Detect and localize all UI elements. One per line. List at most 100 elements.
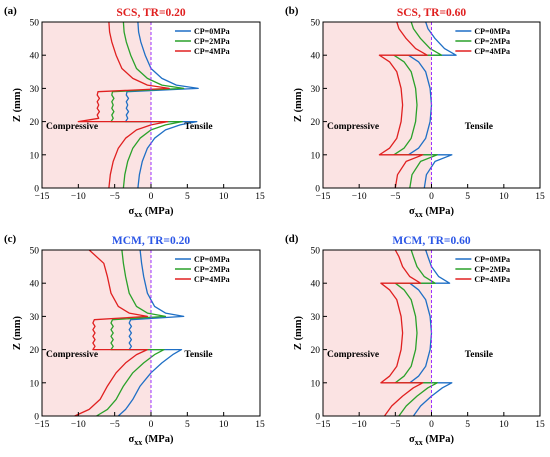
y-tick-label: 50 (311, 247, 321, 257)
legend-label: CP=4MPa (194, 275, 230, 284)
x-tick-label: 0 (429, 420, 434, 430)
x-tick-label: −5 (110, 420, 120, 430)
y-axis-label: Z (mm) (293, 315, 304, 350)
y-axis-label: Z (mm) (12, 87, 23, 122)
x-axis-label: σxx (MPa) (409, 206, 454, 219)
x-tick-label: −15 (35, 420, 50, 430)
x-tick-label: 15 (255, 192, 265, 202)
x-tick-label: 10 (499, 420, 509, 430)
series-line (96, 249, 167, 417)
compressive-region (42, 250, 151, 416)
legend-label: CP=4MPa (194, 47, 230, 56)
compressive-region (323, 250, 432, 416)
region-label-compressive: Compressive (327, 350, 379, 360)
x-tick-label: −10 (352, 192, 367, 202)
panel-label: (c) (4, 233, 17, 245)
x-tick-label: −10 (71, 192, 86, 202)
region-label-compressive: Compressive (327, 122, 379, 132)
y-tick-label: 0 (315, 413, 320, 423)
legend-label: CP=2MPa (194, 37, 230, 46)
series-line (77, 21, 170, 189)
series-line (393, 21, 443, 189)
x-tick-label: −15 (316, 420, 331, 430)
chart-title: MCM, TR=0.60 (392, 235, 470, 247)
legend-label: CP=2MPa (474, 37, 510, 46)
chart-panel-b: (b) SCS, TR=0.60 −15 −10 −5 0 5 10 15 0 10 20 30 40 50… (285, 5, 545, 219)
x-tick-label: 15 (535, 420, 545, 430)
series-line (74, 249, 149, 417)
series-line (394, 249, 438, 417)
region-label-tensile: Tensile (465, 122, 493, 132)
region-label-compressive: Compressive (46, 122, 98, 132)
y-tick-label: 0 (34, 413, 39, 423)
y-tick-label: 50 (30, 19, 40, 29)
y-tick-label: 40 (30, 52, 40, 62)
x-axis-label: σxx (MPa) (129, 206, 174, 219)
y-tick-label: 30 (311, 85, 321, 95)
chart-title: SCS, TR=0.20 (116, 7, 186, 19)
x-tick-label: 10 (219, 192, 229, 202)
series-line (380, 249, 424, 417)
compressive-region (42, 22, 151, 188)
y-tick-label: 10 (311, 151, 321, 161)
y-tick-label: 40 (30, 280, 40, 290)
x-tick-label: 10 (499, 192, 509, 202)
y-tick-label: 0 (34, 185, 39, 195)
y-tick-label: 20 (30, 118, 40, 128)
legend-label: CP=0MPa (194, 27, 230, 36)
y-tick-label: 40 (311, 52, 321, 62)
legend-label: CP=0MPa (474, 27, 510, 36)
y-tick-label: 50 (311, 19, 321, 29)
legend-label: CP=2MPa (194, 265, 230, 274)
panel-label: (b) (285, 5, 299, 17)
x-tick-label: 0 (149, 192, 154, 202)
chart-title: SCS, TR=0.60 (397, 7, 467, 19)
x-tick-label: −5 (390, 192, 400, 202)
chart-panel-a: (a) SCS, TR=0.20 −15 −10 −5 0 5 10 15 0 10 20 30 40 50… (4, 5, 265, 219)
x-tick-label: 0 (149, 420, 154, 430)
series-line (378, 21, 428, 189)
x-axis-label: σxx (MPa) (129, 434, 174, 447)
y-tick-label: 10 (30, 379, 40, 389)
region-label-tensile: Tensile (465, 350, 493, 360)
y-tick-label: 30 (30, 85, 40, 95)
y-tick-label: 20 (30, 346, 40, 356)
legend-label: CP=2MPa (474, 265, 510, 274)
x-tick-label: −15 (35, 192, 50, 202)
y-tick-label: 10 (30, 151, 40, 161)
x-tick-label: 5 (185, 420, 190, 430)
x-tick-label: −5 (110, 192, 120, 202)
y-tick-label: 40 (311, 280, 321, 290)
y-tick-label: 20 (311, 346, 321, 356)
y-tick-label: 20 (311, 118, 321, 128)
y-tick-label: 0 (315, 185, 320, 195)
region-label-compressive: Compressive (46, 350, 98, 360)
x-tick-label: 10 (219, 420, 229, 430)
x-tick-label: −10 (352, 420, 367, 430)
legend-label: CP=4MPa (474, 275, 510, 284)
y-tick-label: 30 (30, 313, 40, 323)
chart-panel-c: (c) MCM, TR=0.20 −15 −10 −5 0 5 10 15 0 10 20 30 40 50… (4, 233, 265, 447)
y-axis-label: Z (mm) (293, 87, 304, 122)
series-line (407, 21, 457, 189)
y-tick-label: 50 (30, 247, 40, 257)
series-line (124, 21, 199, 189)
x-tick-label: 5 (465, 420, 470, 430)
y-tick-label: 10 (311, 379, 321, 389)
x-axis-label: σxx (MPa) (409, 434, 454, 447)
x-tick-label: 15 (255, 420, 265, 430)
x-tick-label: −10 (71, 420, 86, 430)
x-tick-label: 15 (535, 192, 545, 202)
legend-label: CP=0MPa (474, 255, 510, 264)
legend-label: CP=0MPa (194, 255, 230, 264)
chart-panel-d: (d) MCM, TR=0.60 −15 −10 −5 0 5 10 15 0 10 20 30 40 50… (285, 233, 545, 447)
region-label-tensile: Tensile (184, 122, 212, 132)
x-tick-label: −15 (316, 192, 331, 202)
legend-label: CP=4MPa (474, 47, 510, 56)
panel-label: (a) (4, 5, 17, 17)
region-label-tensile: Tensile (184, 350, 212, 360)
chart-title: MCM, TR=0.20 (112, 235, 190, 247)
x-tick-label: 5 (465, 192, 470, 202)
compressive-region (323, 22, 432, 188)
